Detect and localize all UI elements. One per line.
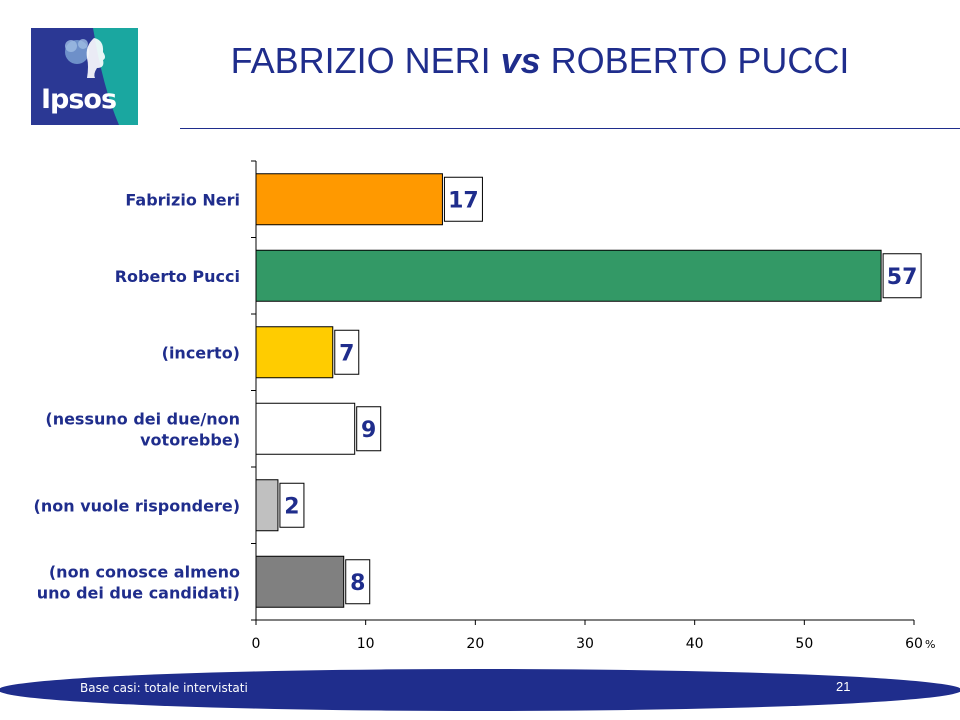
data-label-box [334,329,360,375]
category-label: votorebbe) [140,430,240,449]
data-label: 2 [284,494,299,519]
x-tick-label: 10 [357,636,375,652]
category-label: Fabrizio Neri [125,190,240,209]
bar [255,326,334,379]
x-tick-label: 20 [466,636,484,652]
title-rule [180,128,960,129]
x-tick-label: 0 [252,636,261,652]
bar [255,555,345,608]
category-label: (nessuno dei due/non [45,409,240,428]
data-label: 7 [339,341,354,366]
logo-text: Ipsos [40,84,117,115]
x-tick-label: 40 [686,636,704,652]
data-label: 57 [887,265,918,290]
title-part2: ROBERTO PUCCI [540,40,850,81]
x-tick-label: 30 [576,636,594,652]
data-label-box [279,482,305,528]
x-tick-label: 60 [905,636,923,652]
ipsos-logo: Ipsos [31,28,138,125]
bar-chart: 0 10 20 30 40 50 60 % Fabrizio Neri 17 Roberto Puc… [34,160,935,652]
data-label: 17 [448,188,479,213]
category-label: (incerto) [162,343,240,362]
bar [255,249,882,302]
bar [255,402,356,455]
data-label-box [882,253,922,299]
title-part1: FABRIZIO NERI [230,40,501,81]
category-label: uno dei due candidati) [37,583,240,602]
page-number: 21 [836,679,851,694]
data-label-box [356,406,382,452]
logo-graphic [31,28,138,125]
title-vs: vs [500,40,541,81]
bar [255,173,443,226]
footer-bar [0,669,960,711]
category-label: (non vuole rispondere) [34,496,240,515]
category-label: Roberto Pucci [115,267,240,286]
footer-note: Base casi: totale intervistati [80,681,248,695]
x-axis-unit: % [925,638,935,651]
page-title: FABRIZIO NERI vs ROBERTO PUCCI [180,40,900,82]
data-label: 9 [361,418,376,443]
x-tick-label: 50 [795,636,813,652]
category-label: (non conosce almeno [49,562,240,581]
bar [255,479,279,532]
data-label-box [345,559,371,605]
data-label-box [443,176,483,222]
data-label: 8 [350,571,365,596]
